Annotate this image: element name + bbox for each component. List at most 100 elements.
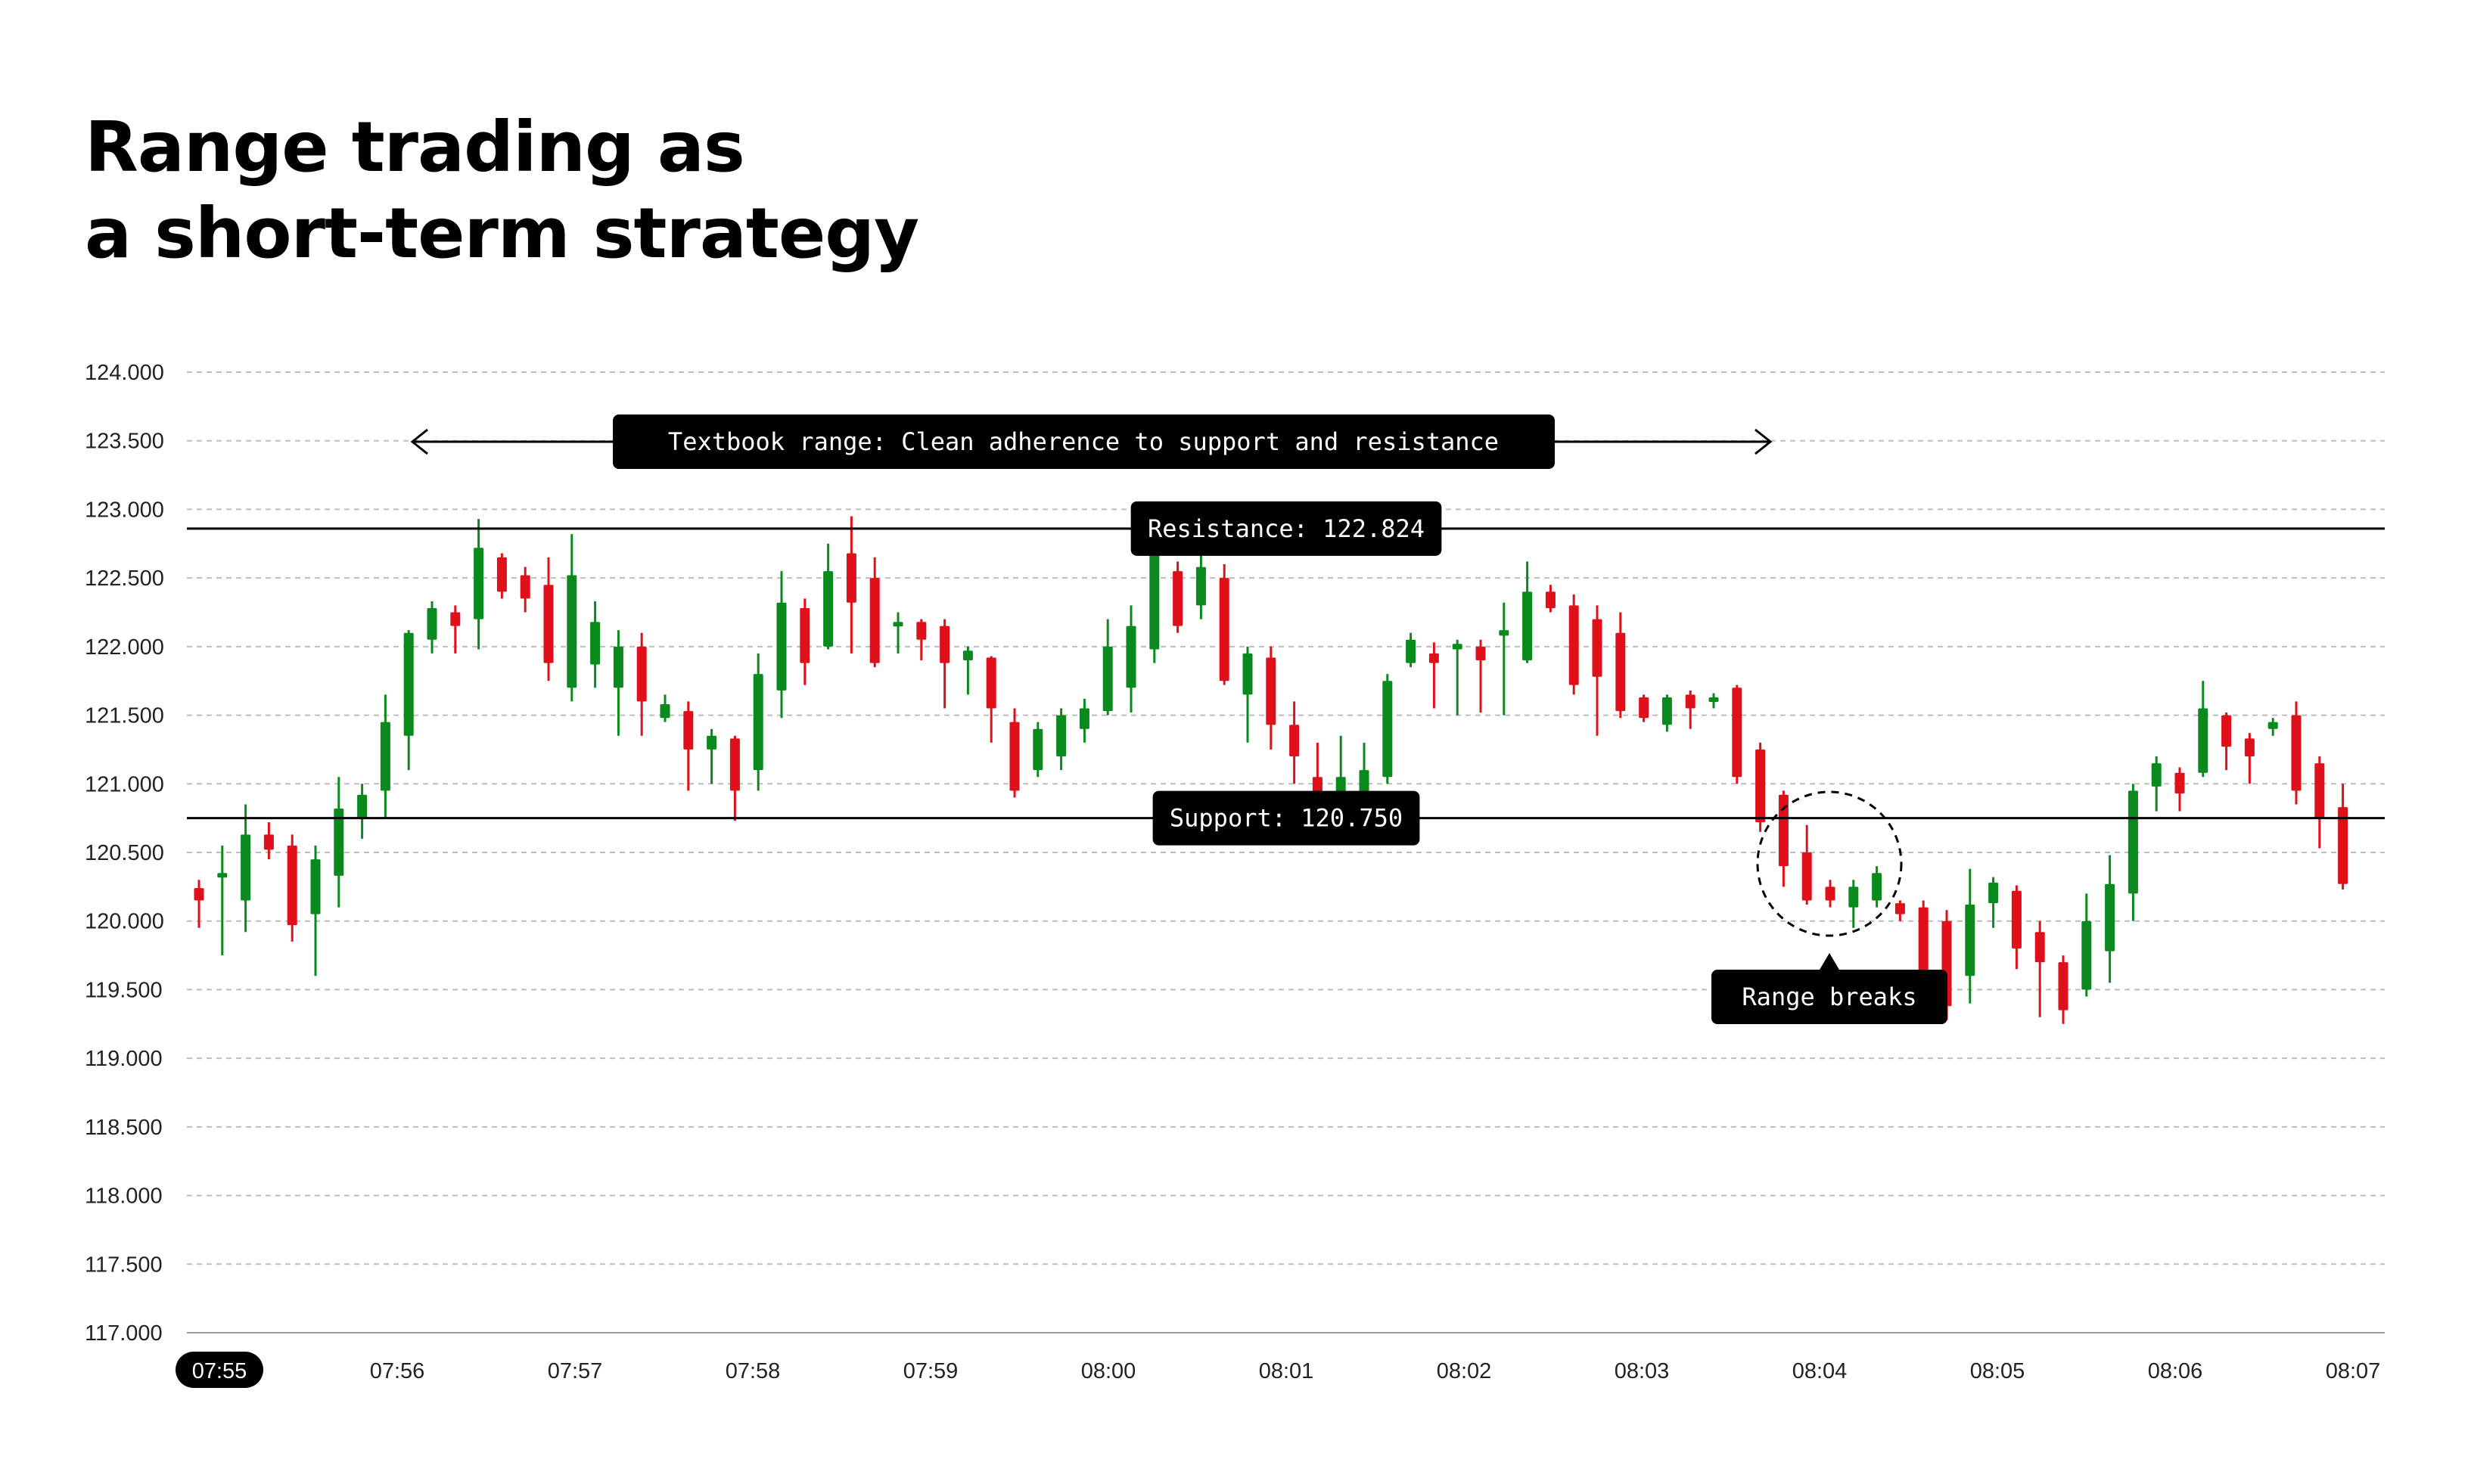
candle-down	[450, 605, 461, 654]
candle-down	[1219, 564, 1229, 685]
x-tick-label: 08:04	[1792, 1359, 1848, 1383]
x-tick-label: 07:57	[548, 1359, 603, 1383]
candle-body	[427, 608, 437, 640]
candle-body	[403, 632, 414, 736]
range-arrow-left-head	[410, 428, 428, 455]
candle-body	[1732, 688, 1742, 778]
candle-down	[1568, 594, 1579, 695]
candle-down	[1428, 642, 1439, 709]
candle-body	[1639, 697, 1649, 719]
candle-up	[1033, 722, 1043, 778]
candle-up	[893, 612, 903, 654]
candle-up	[1079, 698, 1089, 743]
candle-down	[1825, 880, 1835, 908]
candle-down	[800, 598, 810, 685]
candle-body	[1778, 794, 1789, 867]
candle-up	[590, 601, 601, 688]
candle-body	[543, 585, 554, 663]
candle-body	[1872, 873, 1882, 901]
candle-body	[287, 845, 297, 926]
candle-up	[427, 601, 437, 654]
candle-down	[1615, 612, 1626, 719]
candle-up	[1988, 877, 1999, 928]
candle-up	[1056, 708, 1067, 771]
candle-body	[1918, 907, 1929, 983]
candle-body	[1242, 653, 1253, 695]
candle-body	[2221, 715, 2232, 747]
candle-body	[1289, 725, 1300, 756]
y-tick-label: 120.500	[85, 841, 164, 865]
candle-body	[636, 646, 647, 702]
candle-body	[1266, 657, 1276, 725]
candle-body	[2174, 772, 2185, 793]
y-tick-label: 119.000	[85, 1047, 163, 1071]
page-title: Range trading as a short-term strategy	[85, 104, 919, 277]
candle-body	[2081, 921, 2092, 990]
candle-down	[2244, 733, 2255, 784]
candle-up	[1382, 674, 1393, 784]
candle-body	[1848, 886, 1859, 908]
y-tick-label: 122.000	[85, 635, 164, 660]
candle-body	[2338, 807, 2348, 884]
y-axis-ticks: 124.000 123.500 123.000 122.500 122.000 121.5…	[85, 361, 164, 1346]
candle-down	[683, 701, 694, 791]
x-tick-label: 07:59	[903, 1359, 959, 1383]
candle-up	[241, 804, 251, 933]
candle-up	[2081, 893, 2092, 997]
candle-down	[2338, 784, 2348, 889]
candle-body	[263, 834, 274, 850]
candle-body	[683, 711, 694, 750]
candle-up	[2151, 756, 2162, 812]
candle-up	[1102, 619, 1113, 716]
candle-body	[1522, 591, 1533, 660]
candle-body	[1965, 904, 1975, 976]
candle-up	[1708, 693, 1719, 709]
y-tick-label: 119.500	[85, 978, 163, 1002]
candle-body	[2105, 883, 2115, 952]
candle-down	[1289, 701, 1300, 784]
candle-body	[1102, 646, 1113, 712]
candle-body	[1475, 646, 1486, 660]
candle-down	[194, 880, 204, 928]
candle-down	[2011, 885, 2022, 970]
candle-body	[241, 834, 251, 901]
candle-down	[1266, 646, 1276, 750]
candle-body	[1615, 632, 1626, 712]
candle-body	[1195, 567, 1206, 606]
title-line-1: Range trading as	[85, 107, 745, 188]
candle-body	[1079, 708, 1089, 729]
x-tick-label: 08:00	[1081, 1359, 1136, 1383]
y-tick-label: 118.500	[85, 1116, 163, 1140]
candle-down	[2314, 756, 2325, 849]
candle-up	[1522, 561, 1533, 663]
x-tick-label: 08:02	[1437, 1359, 1492, 1383]
candle-up	[403, 630, 414, 771]
range-arrow-right-head	[1755, 428, 1773, 455]
candle-up	[2198, 681, 2208, 778]
candle-down	[1685, 690, 1696, 729]
candle-body	[1126, 626, 1136, 688]
candle-up	[567, 534, 577, 702]
x-tick-label: 07:58	[726, 1359, 781, 1383]
candle-body	[1592, 619, 1602, 677]
candle-up	[1848, 880, 1859, 928]
candle-body	[962, 650, 973, 660]
y-tick-label: 124.000	[85, 361, 164, 385]
candle-body	[1009, 722, 1020, 791]
candle-body	[1452, 644, 1462, 650]
x-tick-highlight	[176, 1352, 263, 1388]
resistance-label-bg	[1130, 501, 1442, 556]
candle-up	[357, 784, 368, 839]
candle-body	[1056, 715, 1067, 756]
range-label: Textbook range: Clean adherence to suppo…	[668, 427, 1499, 456]
candle-down	[543, 557, 554, 681]
candle-down	[1801, 824, 1812, 905]
candle-body	[707, 735, 717, 750]
candle-body	[380, 722, 390, 791]
candle-body	[1359, 770, 1369, 798]
candle-body	[753, 674, 763, 771]
candle-down	[2058, 955, 2068, 1024]
y-tick-label: 121.500	[85, 704, 164, 728]
candle-body	[2267, 722, 2278, 729]
